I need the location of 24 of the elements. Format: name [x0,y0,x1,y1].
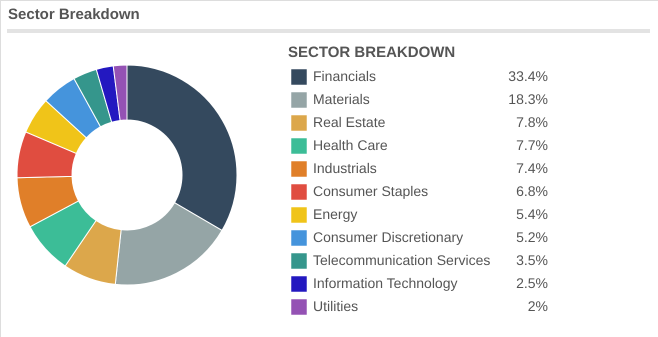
legend-label: Telecommunication Services [313,252,490,268]
data-label: 7.4% [516,160,548,176]
data-label: 5.2% [516,229,548,245]
data-label: 7.8% [516,114,548,130]
legend-label: Industrials [313,160,377,176]
data-label: 7.7% [516,137,548,153]
legend-label: Health Care [313,137,388,153]
legend-label: Financials [313,68,376,84]
legend-label: Real Estate [313,114,386,130]
data-label: 2.5% [516,275,548,291]
legend-label: Energy [313,206,358,222]
legend-label: Consumer Staples [313,183,428,199]
legend-title: SECTOR BREAKDOWN [288,44,456,61]
data-label: 6.8% [516,183,548,199]
data-label: 3.5% [516,252,548,268]
legend-label: Consumer Discretionary [313,229,464,245]
legend-label: Materials [313,91,370,107]
data-label: 5.4% [516,206,548,222]
data-label: 33.4% [508,68,548,84]
legend-label: Utilities [313,298,358,314]
legend-label: Information Technology [313,275,458,291]
data-label: 2% [528,298,548,314]
chart-title: Sector Breakdown [8,6,140,23]
data-label: 18.3% [508,91,548,107]
